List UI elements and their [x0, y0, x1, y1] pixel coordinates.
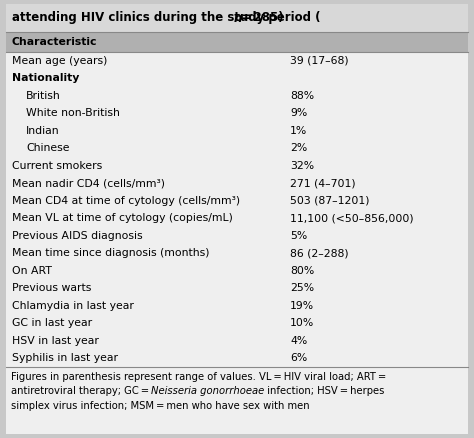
Text: 88%: 88%	[290, 91, 314, 101]
Text: = 285): = 285)	[239, 11, 284, 25]
Text: Previous warts: Previous warts	[12, 283, 91, 293]
Bar	[6, 52, 468, 367]
Text: Mean VL at time of cytology (copies/mL): Mean VL at time of cytology (copies/mL)	[12, 213, 233, 223]
Text: 19%: 19%	[290, 301, 314, 311]
Text: On ART: On ART	[12, 266, 52, 276]
Text: 25%: 25%	[290, 283, 314, 293]
Text: 10%: 10%	[290, 318, 314, 328]
Text: Figures in parenthesis represent range of values. VL = HIV viral load; ART =: Figures in parenthesis represent range o…	[11, 372, 386, 382]
Text: 11,100 (<50–856,000): 11,100 (<50–856,000)	[290, 213, 414, 223]
Bar	[6, 32, 468, 52]
Text: Mean nadir CD4 (cells/mm³): Mean nadir CD4 (cells/mm³)	[12, 178, 165, 188]
Text: Chlamydia in last year: Chlamydia in last year	[12, 301, 134, 311]
Text: Previous AIDS diagnosis: Previous AIDS diagnosis	[12, 231, 143, 241]
Text: 4%: 4%	[290, 336, 307, 346]
Text: HSV in last year: HSV in last year	[12, 336, 99, 346]
Text: 2%: 2%	[290, 143, 307, 153]
Text: Mean time since diagnosis (months): Mean time since diagnosis (months)	[12, 248, 210, 258]
Text: 1%: 1%	[290, 126, 307, 136]
Text: 39 (17–68): 39 (17–68)	[290, 56, 348, 66]
Text: 503 (87–1201): 503 (87–1201)	[290, 196, 370, 206]
Text: 5%: 5%	[290, 231, 307, 241]
Text: Mean age (years): Mean age (years)	[12, 56, 108, 66]
Text: n: n	[234, 11, 242, 25]
Text: Neisseria gonorrhoeae: Neisseria gonorrhoeae	[151, 386, 264, 396]
Bar	[6, 4, 468, 32]
Text: White non-British: White non-British	[26, 108, 120, 118]
Text: 80%: 80%	[290, 266, 314, 276]
Text: Syphilis in last year: Syphilis in last year	[12, 353, 118, 363]
Text: Current smokers: Current smokers	[12, 161, 102, 171]
Bar	[6, 367, 468, 434]
Text: 32%: 32%	[290, 161, 314, 171]
Text: Mean CD4 at time of cytology (cells/mm³): Mean CD4 at time of cytology (cells/mm³)	[12, 196, 240, 206]
Text: attending HIV clinics during the study period (: attending HIV clinics during the study p…	[12, 11, 320, 25]
Text: 86 (2–288): 86 (2–288)	[290, 248, 348, 258]
Text: British: British	[26, 91, 61, 101]
Text: Chinese: Chinese	[26, 143, 70, 153]
Text: Characteristic: Characteristic	[12, 37, 98, 47]
Text: Nationality: Nationality	[12, 73, 79, 83]
Text: antiretroviral therapy; GC =: antiretroviral therapy; GC =	[11, 386, 151, 396]
Text: simplex virus infection; MSM = men who have sex with men: simplex virus infection; MSM = men who h…	[11, 401, 310, 411]
Text: 6%: 6%	[290, 353, 307, 363]
Text: infection; HSV = herpes: infection; HSV = herpes	[264, 386, 385, 396]
Text: GC in last year: GC in last year	[12, 318, 92, 328]
Text: Indian: Indian	[26, 126, 60, 136]
Text: 9%: 9%	[290, 108, 307, 118]
Text: 271 (4–701): 271 (4–701)	[290, 178, 356, 188]
